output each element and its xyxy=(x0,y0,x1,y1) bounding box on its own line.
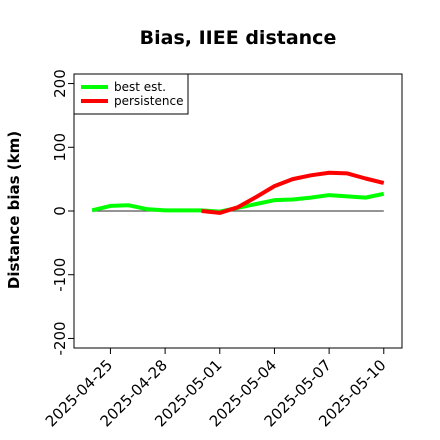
chart-title: Bias, IIEE distance xyxy=(140,27,337,49)
y-tick-label: 0 xyxy=(51,206,69,216)
series-group xyxy=(91,170,385,215)
y-tick-label: 200 xyxy=(51,69,69,98)
y-tick-label: -200 xyxy=(51,321,69,355)
legend-label: persistence xyxy=(114,94,183,108)
y-tick-label: 100 xyxy=(51,133,69,162)
y-axis-label: Distance bias (km) xyxy=(5,131,23,289)
legend-box xyxy=(73,73,189,115)
legend: best est.persistence xyxy=(73,73,189,115)
series-line-persistence xyxy=(201,170,385,215)
x-axis: 2025-04-252025-04-282025-05-012025-05-04… xyxy=(42,348,390,430)
legend-label: best est. xyxy=(114,80,166,94)
y-axis: -200 -100 0 100 200 xyxy=(51,69,74,355)
y-tick-label: -100 xyxy=(51,258,69,292)
